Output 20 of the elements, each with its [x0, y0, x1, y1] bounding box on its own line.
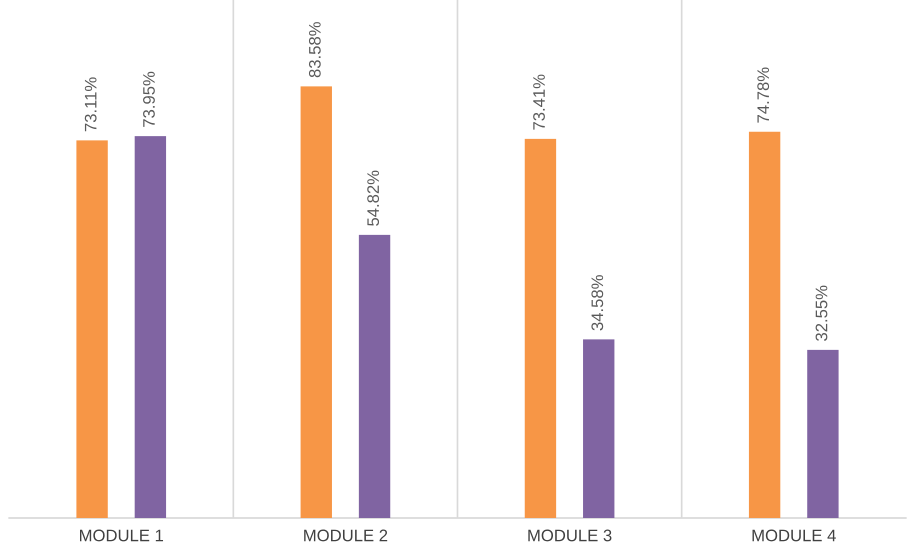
data-label: 34.58% [591, 275, 604, 330]
bar [76, 140, 108, 518]
bar [748, 132, 780, 518]
x-tick-label: MODULE 1 [80, 530, 164, 542]
data-label: 74.78% [757, 68, 770, 123]
data-label: 73.11% [84, 77, 97, 132]
data-label: 73.95% [143, 72, 155, 127]
data-label: 73.41% [533, 74, 545, 130]
x-tick-label: MODULE 4 [752, 530, 836, 542]
bar [358, 234, 390, 518]
bar [300, 86, 332, 518]
data-label: 32.55% [816, 286, 828, 341]
x-tick-label: MODULE 3 [528, 530, 612, 542]
data-label: 83.58% [308, 22, 321, 78]
bar [807, 350, 839, 518]
bar [583, 339, 614, 518]
x-tick-label: MODULE 2 [304, 530, 388, 542]
bar [524, 138, 556, 518]
data-label: 54.82% [367, 170, 380, 226]
bar [134, 136, 166, 518]
